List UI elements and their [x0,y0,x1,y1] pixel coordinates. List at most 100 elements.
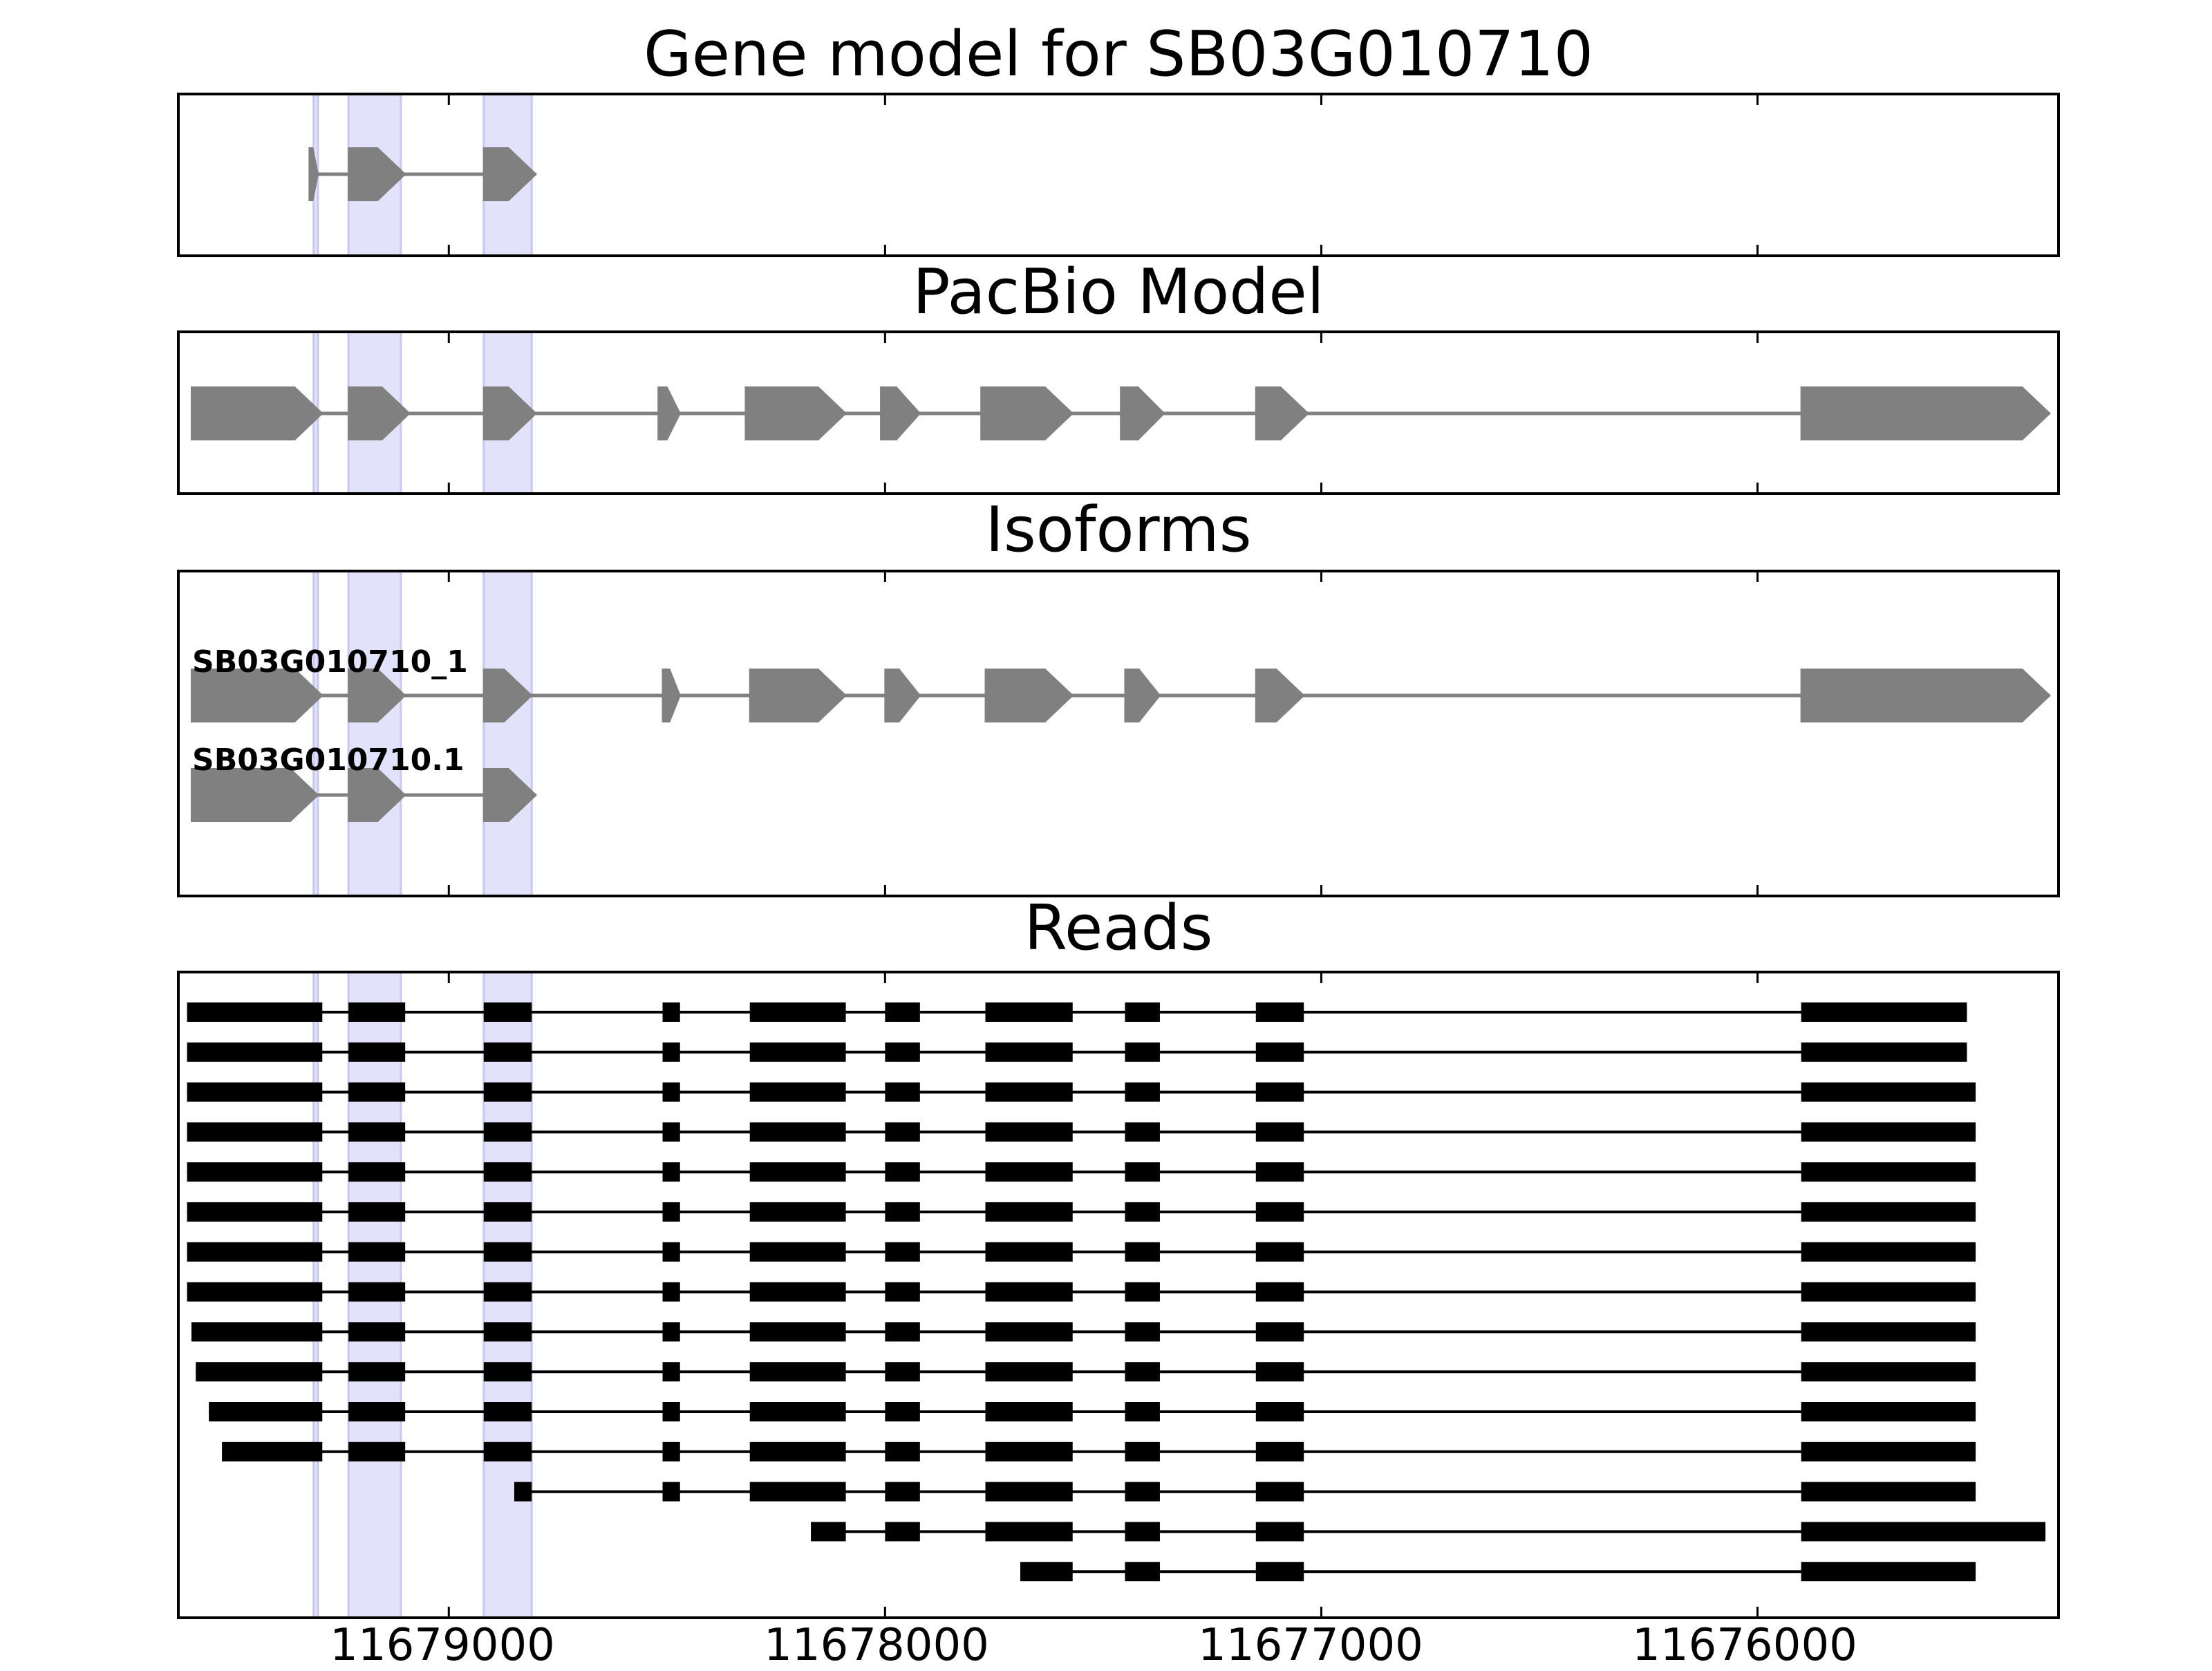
read-exon-block [662,1202,680,1222]
read-exon-block [1020,1562,1073,1582]
read-exon-block [1255,1082,1304,1102]
read-exon-block [1125,1522,1160,1542]
read-exon-block [187,1002,323,1022]
read-exon-block [662,1362,680,1382]
read-exon-block [1801,1242,1976,1262]
read-exon-block [209,1402,323,1421]
read-exon-block [483,1162,532,1182]
highlight-region [347,570,402,897]
read-exon-block [1801,1482,1976,1502]
read-exon-block [483,1441,532,1462]
read-exon-block [749,1002,846,1022]
read-exon-block [1255,1042,1304,1062]
exon-arrow [348,669,406,722]
read-exon-block [985,1322,1073,1342]
panel-frame [177,330,2060,495]
exon-arrow [482,669,533,722]
panel-frame [177,570,2060,897]
exon-arrow [744,386,847,440]
read-exon-block [885,1202,920,1222]
read-exon-block [1801,1282,1976,1302]
read-exon-block [662,1282,680,1302]
read-exon-block [749,1402,846,1421]
read-exon-block [885,1282,920,1302]
read-exon-block [1125,1562,1160,1582]
read-exon-block [187,1282,323,1302]
read-exon-block [1125,1162,1160,1182]
isoforms-title: Isoforms [985,494,1252,566]
exon-arrow [1255,669,1305,722]
read-exon-block [985,1202,1073,1222]
read-exon-block [1255,1441,1304,1462]
isoform-label: SB03G010710.1 [192,743,465,778]
read-exon-block [483,1082,532,1102]
read-exon-block [985,1441,1073,1462]
read-exon-block [1801,1362,1976,1382]
read-exon-block [885,1242,920,1262]
read-exon-block [1801,1522,2046,1542]
read-exon-block [187,1202,323,1222]
read-exon-block [749,1202,846,1222]
read-exon-block [1125,1002,1160,1022]
exon-arrow [190,386,324,440]
read-exon-block [348,1202,406,1222]
pacbio-model-panel [177,330,2060,495]
exon-arrow [308,147,319,201]
read-exon-block [1801,1162,1976,1182]
read-exon-block [483,1002,532,1022]
read-exon-block [985,1522,1073,1542]
exon-arrow [190,669,324,722]
read-exon-block [985,1042,1073,1062]
read-exon-block [662,1122,680,1142]
exon-arrow [657,386,681,440]
read-exon-block [749,1122,846,1142]
read-exon-block [985,1122,1073,1142]
x-tick-label: 11676000 [1632,1620,1857,1671]
highlight-region [312,570,319,897]
read-exon-block [985,1162,1073,1182]
pacbio-model-title: PacBio Model [912,256,1324,328]
read-exon-block [1801,1042,1967,1062]
read-exon-block [483,1242,532,1262]
read-exon-block [483,1122,532,1142]
exon-arrow [749,669,847,722]
read-exon-block [1801,1441,1976,1462]
read-exon-block [1801,1402,1976,1421]
read-exon-block [1255,1002,1304,1022]
panel-frame [177,971,2060,1619]
exon-arrow [880,386,921,440]
read-exon-block [1125,1122,1160,1142]
read-exon-block [662,1242,680,1262]
read-exon-block [1255,1402,1304,1421]
read-exon-block [187,1122,323,1142]
read-exon-block [985,1242,1073,1262]
read-exon-block [1125,1362,1160,1382]
exon-arrow [1800,669,2051,722]
read-exon-block [749,1242,846,1262]
exon-arrow [1255,386,1309,440]
read-exon-block [348,1402,406,1421]
read-exon-block [1255,1122,1304,1142]
read-exon-block [885,1482,920,1502]
read-exon-block [1801,1322,1976,1342]
exon-arrow [980,386,1074,440]
read-exon-block [1125,1282,1160,1302]
read-exon-block [483,1202,532,1222]
read-exon-block [1125,1202,1160,1222]
read-exon-block [348,1322,406,1342]
read-exon-block [1801,1122,1976,1142]
read-exon-block [1125,1402,1160,1421]
read-exon-block [1125,1242,1160,1262]
read-exon-block [348,1282,406,1302]
x-tick-label: 11679000 [330,1620,555,1671]
read-exon-block [985,1282,1073,1302]
read-exon-block [483,1042,532,1062]
exon-arrow [482,386,537,440]
read-exon-block [187,1082,323,1102]
read-exon-block [662,1322,680,1342]
read-exon-block [191,1322,323,1342]
exon-arrow [884,669,921,722]
read-exon-block [749,1162,846,1182]
isoform-label: SB03G010710_1 [192,644,468,680]
